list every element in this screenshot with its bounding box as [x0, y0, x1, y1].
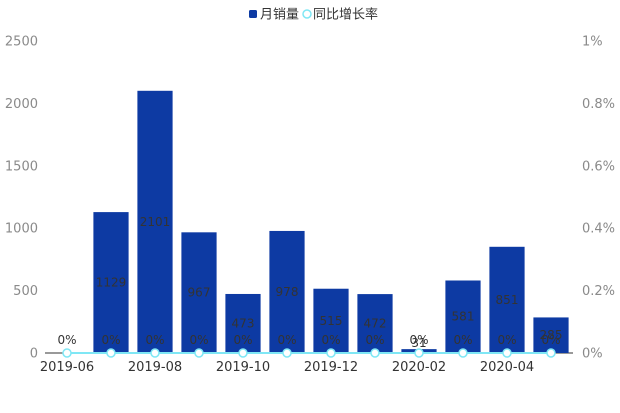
y-right-tick-label: 0.8%	[582, 97, 615, 112]
bar-value-label: 967	[188, 286, 211, 300]
y-right-axis: 0% 0.2% 0.4% 0.6% 0.8% 1%	[582, 35, 615, 362]
line-point	[150, 348, 160, 358]
y-right-tick-label: 0.6%	[582, 159, 615, 174]
line-value-label: 0%	[409, 333, 428, 347]
line-point	[106, 348, 116, 358]
y-right-tick-label: 1%	[582, 35, 603, 50]
bar	[445, 280, 481, 353]
line-point	[238, 348, 248, 358]
bar-labels: 1129 2101 967 473 978 515 472 31 581 851 285	[96, 215, 563, 350]
bar	[225, 293, 261, 353]
line-value-label: 0%	[57, 333, 76, 347]
bar-value-label: 978	[276, 285, 299, 299]
line-point	[62, 348, 72, 358]
x-tick-label: 2019-10	[216, 360, 270, 375]
line-value-label: 0%	[233, 333, 252, 347]
line-point	[502, 348, 512, 358]
legend-swatch-yoy	[302, 9, 312, 19]
line-value-label: 0%	[541, 333, 560, 347]
legend-label-sales: 月销量	[260, 8, 299, 23]
y-left-tick-label: 0	[30, 347, 38, 362]
y-left-axis: 0 500 1000 1500 2000 2500	[5, 35, 38, 362]
bar	[269, 230, 305, 353]
legend-label-yoy: 同比增长率	[313, 7, 378, 23]
line-value-label: 0%	[497, 333, 516, 347]
line-point	[546, 348, 556, 358]
y-right-tick-label: 0.2%	[582, 284, 615, 299]
line-labels: 0% 0% 0% 0% 0% 0% 0% 0% 0% 0% 0% 0%	[57, 333, 560, 347]
bar-value-label: 581	[452, 310, 475, 324]
y-left-tick-label: 1000	[5, 222, 38, 237]
legend: 月销量 同比增长率	[249, 7, 378, 23]
x-tick-label: 2019-08	[128, 360, 182, 375]
bar	[489, 246, 525, 353]
y-right-tick-label: 0%	[582, 347, 603, 362]
bar	[181, 232, 217, 353]
bar-value-label: 2101	[140, 215, 171, 229]
line-point	[458, 348, 468, 358]
bar	[137, 90, 173, 353]
y-left-tick-label: 500	[13, 284, 38, 299]
y-right-tick-label: 0.4%	[582, 222, 615, 237]
line-point	[282, 348, 292, 358]
y-left-tick-label: 1500	[5, 159, 38, 174]
bar-value-label: 851	[496, 293, 519, 307]
line-point	[194, 348, 204, 358]
line-value-label: 0%	[321, 333, 340, 347]
bar	[533, 317, 569, 353]
bar	[357, 294, 393, 353]
line-value-label: 0%	[365, 333, 384, 347]
bar-value-label: 1129	[96, 276, 127, 290]
bar-series	[93, 90, 569, 353]
line-value-label: 0%	[277, 333, 296, 347]
bar	[93, 212, 129, 353]
line-point	[326, 348, 336, 358]
bar-value-label: 472	[364, 317, 387, 331]
line-point	[414, 348, 424, 358]
x-tick-label: 2019-12	[304, 360, 358, 375]
line-value-label: 0%	[453, 333, 472, 347]
line-value-label: 0%	[145, 333, 164, 347]
x-axis: 2019-06 2019-08 2019-10 2019-12 2020-02 2020-…	[40, 352, 573, 375]
y-left-tick-label: 2000	[5, 97, 38, 112]
bar-value-label: 515	[320, 314, 343, 328]
x-tick-label: 2020-02	[392, 360, 446, 375]
bar-value-label: 285	[540, 328, 563, 342]
y-left-tick-label: 2500	[5, 35, 38, 50]
line-value-label: 0%	[189, 333, 208, 347]
bar-value-label: 473	[232, 316, 255, 330]
legend-swatch-sales	[249, 10, 257, 18]
line-value-label: 0%	[101, 333, 120, 347]
bar	[313, 288, 349, 353]
x-tick-label: 2019-06	[40, 360, 94, 375]
x-tick-label: 2020-04	[480, 360, 534, 375]
line-point	[370, 348, 380, 358]
line-series	[62, 348, 556, 358]
bar-value-label: 31	[411, 336, 426, 350]
